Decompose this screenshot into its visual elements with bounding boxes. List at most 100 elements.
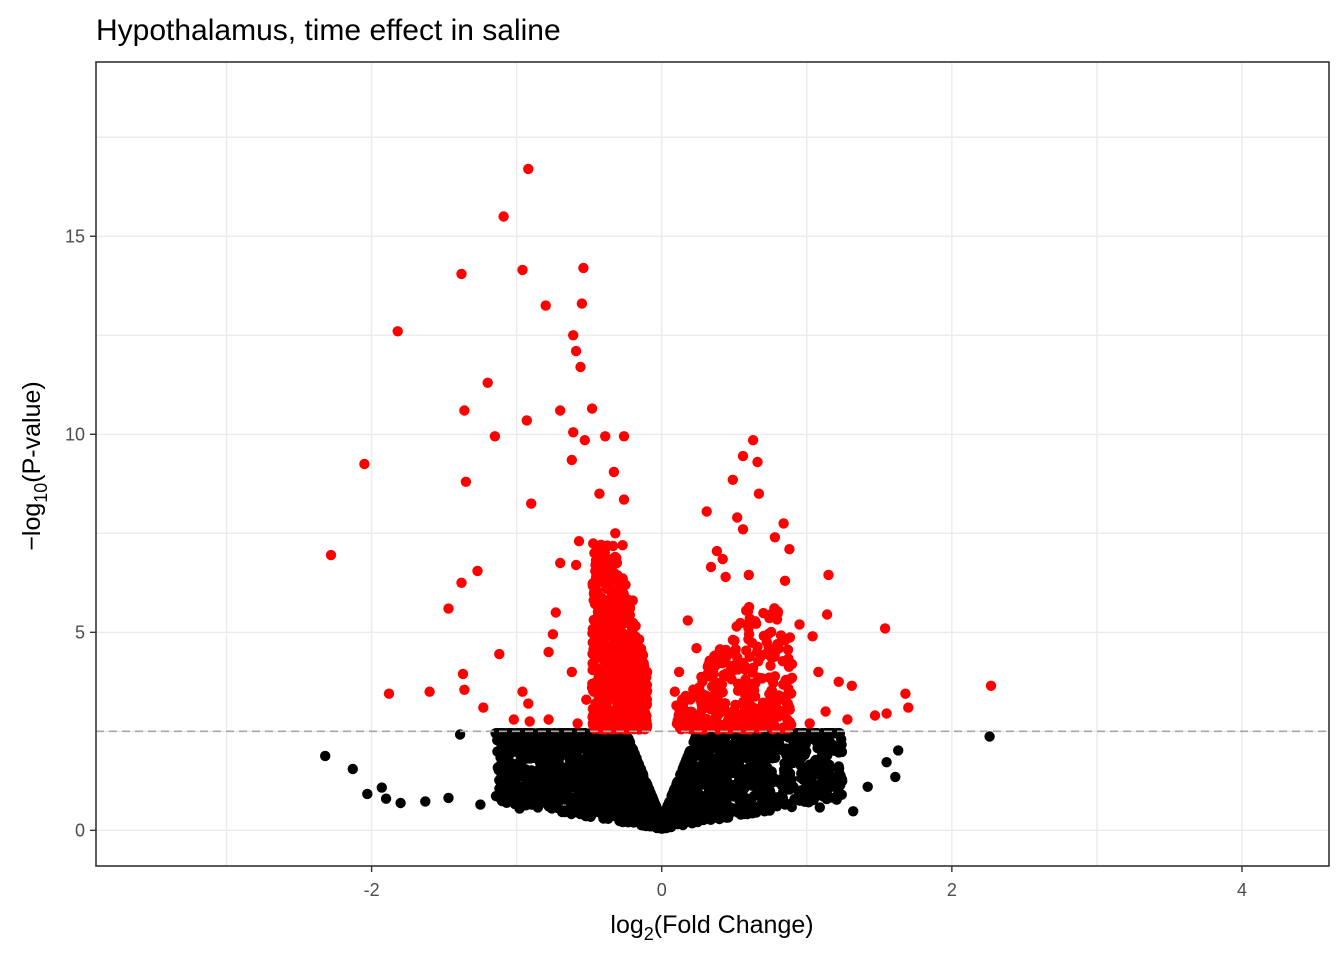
y-axis-ticks: 0 5 10 15	[65, 226, 96, 840]
sig-point	[720, 571, 731, 583]
sig-point	[717, 553, 728, 565]
ns-point	[536, 783, 547, 794]
sig-point	[764, 612, 775, 624]
x-axis-title-subscript: 2	[644, 924, 654, 944]
ns-point	[645, 818, 656, 829]
sig-point	[744, 651, 755, 662]
ns-point	[544, 800, 555, 811]
sig-point	[758, 630, 769, 642]
x-axis-ticks: -2 0 2 4	[364, 866, 1247, 900]
sig-point	[747, 435, 759, 446]
ns-point	[725, 742, 737, 754]
sig-point	[784, 716, 796, 728]
sig-point	[699, 716, 710, 727]
ns-point	[780, 744, 791, 755]
sig-point	[568, 330, 579, 341]
sig-point	[682, 615, 693, 626]
sig-point	[690, 717, 702, 728]
ns-point	[600, 770, 611, 781]
sig-point	[743, 569, 754, 581]
ns-point	[653, 822, 664, 833]
ns-point	[811, 728, 822, 739]
ns-point	[719, 750, 731, 761]
sig-point	[900, 688, 911, 699]
sig-point	[588, 577, 599, 589]
sig-point	[702, 661, 713, 672]
sig-point	[738, 679, 750, 690]
ns-point	[380, 793, 392, 804]
ns-point	[763, 770, 774, 781]
ns-point	[679, 767, 690, 778]
ns-point	[546, 767, 557, 778]
ns-point	[531, 769, 542, 780]
ns-point	[513, 781, 524, 792]
ns-point	[633, 806, 644, 818]
sig-point	[573, 536, 585, 547]
ns-point	[495, 785, 506, 796]
ns-point	[614, 815, 625, 827]
sig-point	[459, 405, 470, 416]
ns-point	[552, 802, 563, 814]
sig-point	[624, 639, 635, 650]
sig-point	[607, 540, 619, 552]
sig-point	[482, 377, 493, 388]
sig-point	[600, 431, 611, 442]
sig-point	[721, 723, 733, 735]
sig-point	[587, 664, 598, 676]
ns-point	[584, 766, 595, 777]
y-tick-label: 0	[75, 820, 85, 840]
ns-point	[637, 816, 648, 828]
sig-point	[729, 635, 740, 646]
ns-point	[601, 789, 612, 800]
ns-point	[587, 792, 598, 803]
y-tick-label: 15	[65, 226, 85, 246]
ns-point	[598, 809, 609, 821]
sig-point	[591, 548, 602, 559]
sig-point	[460, 476, 472, 487]
ns-point	[563, 783, 574, 795]
sig-point	[456, 577, 467, 588]
sig-point	[640, 684, 651, 695]
ns-point	[710, 743, 721, 754]
ns-point	[570, 775, 581, 786]
sig-point	[784, 702, 795, 713]
sig-point	[737, 450, 749, 462]
ns-point	[773, 733, 784, 745]
sig-point	[601, 583, 612, 594]
sig-point	[833, 676, 844, 687]
ns-point	[711, 771, 722, 782]
ns-point	[362, 788, 373, 800]
sig-point	[523, 698, 534, 709]
sig-point	[596, 719, 607, 731]
sig-point	[691, 643, 702, 654]
sig-point	[779, 575, 791, 586]
sig-point	[742, 619, 753, 630]
x-tick-label: 0	[657, 880, 667, 900]
sig-point	[597, 593, 608, 604]
sig-point	[732, 512, 743, 523]
sig-point	[752, 710, 763, 721]
sig-point	[629, 677, 640, 688]
sig-point	[730, 646, 741, 657]
y-axis-title-suffix: (P-value)	[18, 381, 46, 482]
ns-point	[504, 795, 515, 806]
sig-point	[589, 586, 600, 597]
sig-point	[543, 646, 554, 658]
sig-point	[708, 668, 719, 680]
sig-point	[592, 627, 603, 638]
sig-point	[711, 545, 723, 557]
ns-point	[825, 773, 836, 784]
sig-point	[595, 559, 606, 571]
sig-point	[752, 719, 763, 730]
sig-point	[472, 565, 483, 577]
ns-point	[690, 799, 702, 810]
sig-point	[720, 653, 731, 664]
ns-point	[798, 775, 810, 786]
sig-point	[742, 605, 754, 617]
sig-point	[739, 664, 751, 675]
sig-point	[820, 706, 831, 717]
ns-point	[701, 753, 712, 765]
ns-point	[818, 747, 830, 758]
sig-point	[821, 609, 833, 620]
ns-point	[721, 763, 732, 774]
